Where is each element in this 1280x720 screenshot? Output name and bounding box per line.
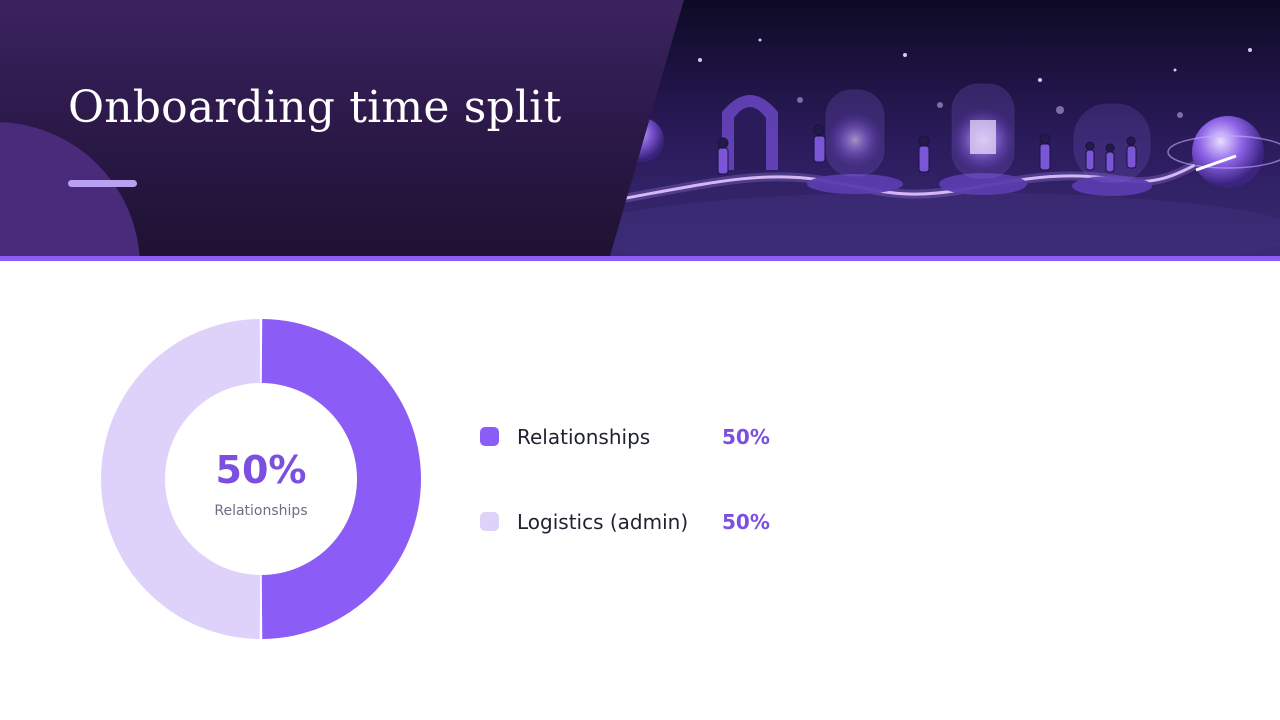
legend-label: Relationships [517,425,651,449]
title-underline [68,180,137,187]
donut-center-label: Relationships [214,503,308,519]
donut-slice-relationships [261,319,422,639]
legend-swatch-relationships [480,427,499,446]
journey-illustration [610,0,1280,256]
legend-swatch-logistics [480,512,499,531]
header-accent-bar [0,256,1280,261]
header-illustration [610,0,1280,256]
donut-chart [100,319,422,639]
slide-header: Onboarding time split [0,0,1280,256]
legend-value: 50% [722,425,770,449]
slide-title: Onboarding time split [68,82,562,133]
legend-label: Logistics (admin) [517,510,689,534]
donut-slice-logistics-admin [100,319,261,639]
legend-value: 50% [722,510,770,534]
donut-center-value: 50% [215,448,307,492]
